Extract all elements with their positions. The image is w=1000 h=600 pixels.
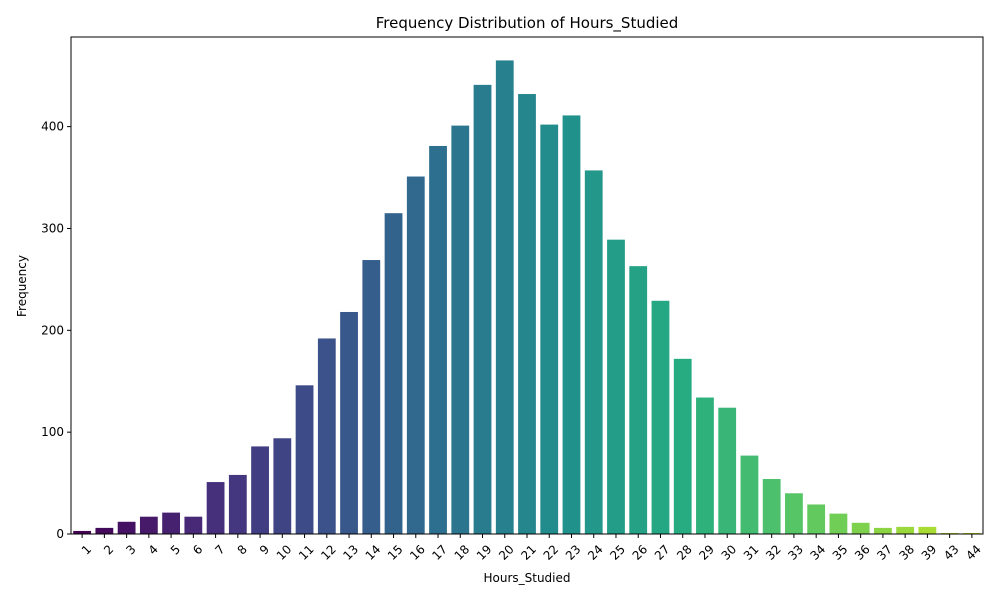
x-tick-label: 2 — [101, 542, 116, 557]
x-tick-label: 33 — [785, 542, 806, 563]
bar-29 — [696, 397, 714, 534]
x-tick-label: 39 — [919, 542, 940, 563]
x-tick-label: 35 — [830, 542, 851, 563]
bar-18 — [451, 125, 470, 534]
bar-25 — [607, 239, 625, 535]
bar-34 — [807, 504, 826, 534]
bar-19 — [473, 84, 492, 535]
x-tick-label: 10 — [274, 542, 295, 563]
bar-26 — [629, 266, 648, 534]
x-tick-label: 4 — [146, 542, 161, 557]
x-tick-label: 13 — [340, 542, 361, 563]
x-tick-label: 19 — [474, 542, 495, 563]
x-tick-label: 37 — [874, 542, 895, 563]
x-tick-label: 16 — [407, 542, 428, 563]
x-tick-label: 44 — [963, 542, 984, 563]
bar-6 — [184, 516, 203, 534]
bar-43 — [940, 532, 959, 534]
bar-12 — [317, 338, 336, 534]
bar-1 — [73, 530, 92, 534]
bar-17 — [429, 145, 447, 534]
bar-23 — [562, 115, 581, 535]
bar-10 — [273, 438, 292, 534]
bar-21 — [518, 94, 536, 534]
plot-frame — [70, 36, 984, 535]
x-tick-label: 34 — [808, 542, 829, 563]
x-tick-label: 28 — [674, 542, 695, 563]
bar-7 — [206, 482, 225, 534]
x-tick-label: 32 — [763, 542, 784, 563]
bar-3 — [117, 521, 136, 534]
y-tick-label: 300 — [41, 221, 64, 235]
x-tick-label: 24 — [585, 542, 606, 563]
bar-28 — [673, 358, 692, 534]
x-tick-label: 26 — [630, 542, 651, 563]
x-tick-label: 8 — [235, 542, 250, 557]
x-tick-label: 15 — [385, 542, 406, 563]
y-tick-label: 0 — [56, 527, 64, 541]
bar-16 — [406, 176, 425, 534]
bar-31 — [740, 455, 759, 534]
x-tick-label: 12 — [318, 542, 339, 563]
bar-27 — [651, 300, 670, 534]
x-tick-label: 17 — [429, 542, 450, 563]
x-tick-label: 31 — [741, 542, 762, 563]
x-tick-label: 1 — [79, 542, 94, 557]
y-tick-label: 400 — [41, 120, 64, 134]
x-tick-label: 23 — [563, 542, 584, 563]
x-tick-label: 3 — [123, 542, 138, 557]
x-tick-label: 11 — [296, 542, 317, 563]
bars-group — [73, 60, 981, 535]
bar-33 — [785, 493, 803, 534]
bar-35 — [829, 513, 848, 534]
x-tick-label: 7 — [212, 542, 227, 557]
bar-22 — [540, 124, 559, 534]
bar-4 — [139, 516, 158, 534]
x-axis-label: Hours_Studied — [483, 571, 570, 585]
bar-38 — [896, 526, 915, 534]
x-axis-ticks: 1 2 3 4 5 6 7 8 9 10 11 12 13 14 15 16 17 18 19 20 21 22 23 24 2… — [79, 534, 984, 563]
bar-11 — [295, 385, 314, 534]
x-tick-label: 36 — [852, 542, 873, 563]
x-tick-label: 9 — [257, 542, 272, 557]
x-tick-label: 14 — [363, 542, 384, 563]
x-tick-label: 38 — [897, 542, 918, 563]
x-tick-label: 27 — [652, 542, 673, 563]
bar-15 — [384, 213, 403, 534]
bar-8 — [228, 474, 247, 534]
x-tick-label: 25 — [607, 542, 628, 563]
bar-20 — [495, 60, 514, 535]
x-tick-label: 5 — [168, 542, 183, 557]
y-axis-label: Frequency — [15, 255, 29, 317]
bar-37 — [874, 527, 892, 534]
bar-30 — [718, 407, 737, 534]
x-tick-label: 43 — [941, 542, 962, 563]
bar-2 — [95, 527, 114, 534]
x-tick-label: 30 — [719, 542, 740, 563]
bar-14 — [362, 260, 381, 534]
y-tick-label: 100 — [41, 425, 64, 439]
x-tick-label: 22 — [541, 542, 562, 563]
x-tick-label: 18 — [452, 542, 473, 563]
y-tick-label: 200 — [41, 323, 64, 337]
x-tick-label: 21 — [518, 542, 539, 563]
x-tick-label: 20 — [496, 542, 517, 563]
bar-9 — [251, 446, 269, 534]
bar-39 — [918, 526, 937, 534]
bar-36 — [851, 522, 870, 534]
y-axis-ticks: 0 100 200 300 400 — [41, 120, 71, 541]
bar-32 — [762, 479, 781, 534]
bar-13 — [340, 311, 358, 534]
bar-5 — [162, 512, 180, 534]
x-tick-label: 29 — [696, 542, 717, 563]
bar-24 — [584, 170, 603, 535]
chart-title: Frequency Distribution of Hours_Studied — [376, 14, 679, 33]
bar-44 — [962, 532, 981, 534]
x-tick-label: 6 — [190, 542, 205, 557]
